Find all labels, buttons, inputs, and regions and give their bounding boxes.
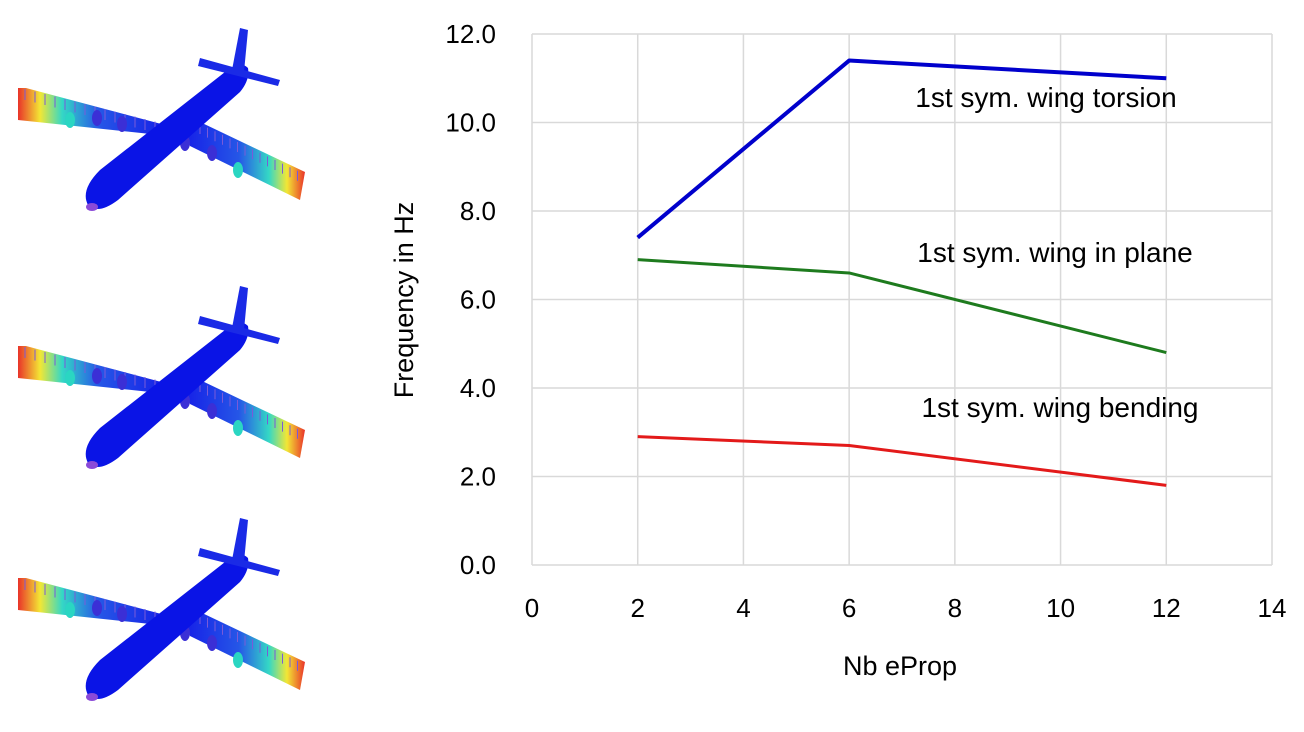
series-line-2	[637, 258, 1167, 355]
right-wing	[185, 380, 305, 458]
chart-lines	[636, 58, 1167, 487]
y-tick-label: 4.0	[460, 373, 496, 403]
horizontal-tail	[198, 58, 280, 86]
nose-cone	[86, 693, 98, 701]
engine-nacelle	[207, 403, 217, 419]
series-label-3: 1st sym. wing bending	[921, 392, 1198, 423]
left-wing	[18, 578, 165, 625]
x-tick-label: 0	[525, 593, 539, 623]
x-tick-label: 8	[948, 593, 962, 623]
horizontal-tail	[198, 316, 280, 344]
left-wing	[18, 346, 165, 393]
x-tick-label: 14	[1258, 593, 1287, 623]
airplane-images	[18, 28, 305, 701]
engine-nacelle	[92, 368, 102, 384]
airplane-mode-torsion	[18, 28, 305, 211]
engine-nacelle	[65, 370, 75, 386]
fuselage	[85, 64, 249, 209]
nose-cone	[86, 461, 98, 469]
right-wing	[185, 122, 305, 200]
x-tick-label: 12	[1152, 593, 1181, 623]
engine-nacelle	[233, 652, 243, 668]
fuselage	[85, 554, 249, 699]
engine-nacelle	[117, 606, 127, 622]
y-tick-label: 0.0	[460, 550, 496, 580]
engine-nacelle	[65, 112, 75, 128]
engine-nacelle	[233, 162, 243, 178]
nose-cone	[86, 203, 98, 211]
left-wing	[18, 88, 165, 135]
x-tick-label: 10	[1046, 593, 1075, 623]
x-tick-label: 2	[630, 593, 644, 623]
chart-series-labels: 1st sym. wing torsion 1st sym. wing in pl…	[915, 82, 1198, 423]
vertical-tail	[232, 286, 248, 330]
x-tick-label: 4	[736, 593, 750, 623]
engine-nacelle	[207, 145, 217, 161]
y-tick-label: 8.0	[460, 196, 496, 226]
vertical-tail	[232, 28, 248, 72]
series-line-3	[637, 435, 1167, 487]
horizontal-tail	[198, 548, 280, 576]
vertical-tail	[232, 518, 248, 562]
airplane-mode-in-plane	[18, 286, 305, 469]
airplane-mode-bending	[18, 518, 305, 701]
y-tick-label: 6.0	[460, 285, 496, 315]
y-axis-label: Frequency in Hz	[389, 202, 419, 399]
engine-nacelle	[117, 374, 127, 390]
engine-nacelle	[92, 110, 102, 126]
x-tick-label: 6	[842, 593, 856, 623]
y-tick-label: 12.0	[445, 19, 496, 49]
x-axis-label: Nb eProp	[843, 651, 957, 681]
engine-nacelle	[207, 635, 217, 651]
chart-grid	[531, 33, 1273, 566]
y-tick-label: 2.0	[460, 462, 496, 492]
y-tick-label: 10.0	[445, 108, 496, 138]
fuselage	[85, 322, 249, 467]
right-wing	[185, 612, 305, 690]
series-label-2: 1st sym. wing in plane	[917, 237, 1192, 268]
chart-ticks: 0 2 4 6 8 10 12 14 0.0 2.0 4.0 6.0 8.0 10.0 12.0	[445, 19, 1286, 623]
series-label-1: 1st sym. wing torsion	[915, 82, 1176, 113]
engine-nacelle	[92, 600, 102, 616]
engine-nacelle	[65, 602, 75, 618]
engine-nacelle	[233, 420, 243, 436]
engine-nacelle	[117, 116, 127, 132]
